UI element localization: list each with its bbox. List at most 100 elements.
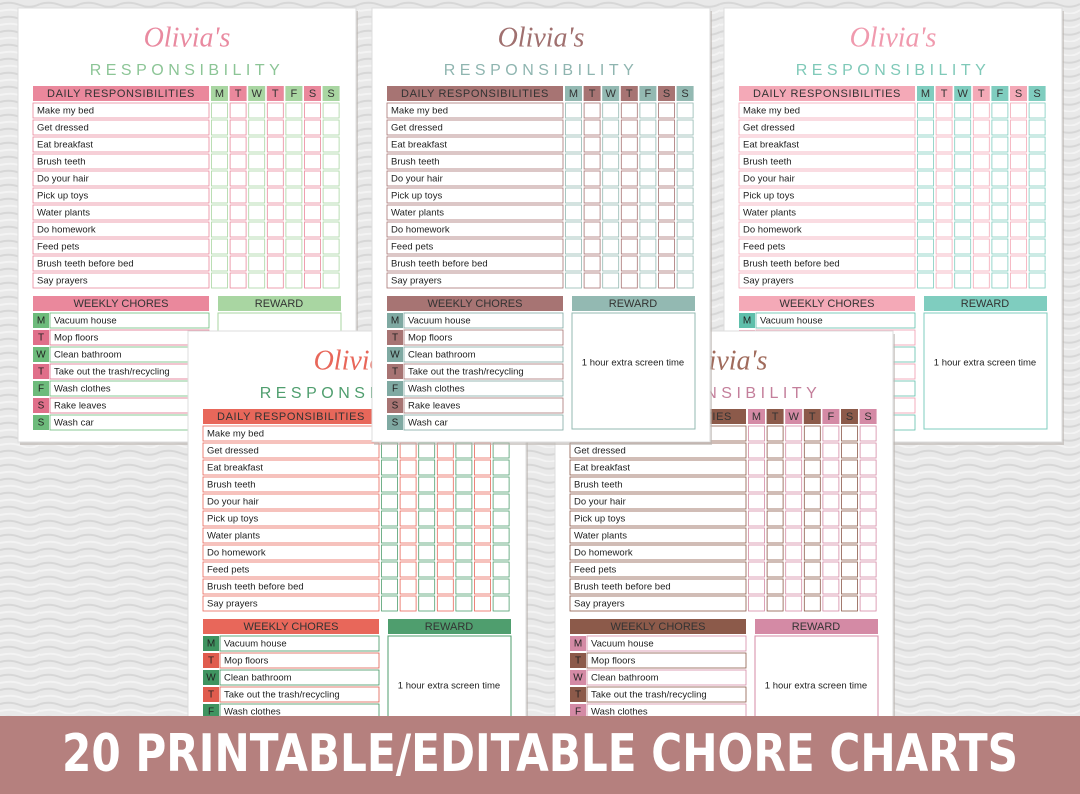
reward-header-bg	[218, 296, 341, 311]
check-box	[785, 595, 803, 612]
check-box	[474, 595, 491, 612]
check-box	[266, 238, 284, 255]
check-box	[399, 544, 417, 561]
check-box	[748, 476, 765, 493]
day-header-bg	[935, 86, 953, 101]
chore-day-bg	[570, 704, 586, 719]
check-box	[399, 510, 417, 527]
check-box	[436, 578, 454, 595]
check-box	[991, 272, 1009, 289]
check-box	[304, 204, 321, 221]
check-box	[492, 442, 510, 459]
check-box	[841, 493, 858, 510]
check-box	[248, 255, 266, 272]
check-box	[639, 102, 657, 119]
check-box	[229, 119, 247, 136]
check-box	[766, 425, 784, 442]
check-box	[418, 459, 436, 476]
check-box	[492, 493, 510, 510]
task: Water plants	[574, 531, 627, 542]
check-box	[1010, 204, 1027, 221]
chore-cell	[755, 312, 916, 329]
task: Get dressed	[574, 446, 626, 457]
chore: Take out the trash/recycling	[224, 690, 340, 701]
check-box	[248, 102, 266, 119]
check-box	[455, 442, 473, 459]
task: Brush teeth before bed	[574, 582, 671, 593]
check-box	[285, 272, 303, 289]
chore-sheet: Olivia's RESPONSIBILITY DAILY RESPONSIBILI…	[17, 7, 358, 445]
chore: Vacuum house	[224, 639, 287, 650]
task-cell	[569, 527, 747, 544]
check-box	[492, 561, 510, 578]
check-box	[822, 595, 840, 612]
check-box	[285, 170, 303, 187]
check-box	[954, 238, 972, 255]
chore-day-bg	[387, 313, 403, 328]
weekly-header: WEEKLY CHORES	[74, 298, 169, 310]
check-box	[972, 221, 990, 238]
check-box	[565, 136, 582, 153]
check-box	[620, 170, 638, 187]
check-box	[785, 493, 803, 510]
check-box	[602, 170, 620, 187]
check-box	[492, 476, 510, 493]
check-box	[676, 272, 694, 289]
check-box	[991, 153, 1009, 170]
task: Feed pets	[391, 242, 433, 253]
check-box	[1028, 102, 1046, 119]
chore-cell	[403, 397, 564, 414]
chore-cell	[219, 686, 380, 703]
chore: Take out the trash/recycling	[591, 690, 707, 701]
check-box	[822, 578, 840, 595]
check-box	[399, 561, 417, 578]
check-box	[229, 238, 247, 255]
check-box	[602, 119, 620, 136]
check-box	[917, 255, 934, 272]
check-box	[381, 476, 398, 493]
check-box	[972, 238, 990, 255]
check-box	[248, 153, 266, 170]
check-box	[1010, 119, 1027, 136]
day-header-bg	[822, 409, 840, 424]
check-box	[991, 238, 1009, 255]
reward: 1 hour extra screen time	[398, 681, 500, 692]
day-header: T	[589, 88, 596, 100]
check-box	[1028, 255, 1046, 272]
check-box	[229, 272, 247, 289]
task: Eat breakfast	[574, 463, 630, 474]
day-header: M	[215, 88, 224, 100]
chore-day-bg	[387, 330, 403, 345]
check-box	[304, 102, 321, 119]
check-box	[436, 493, 454, 510]
check-box	[248, 221, 266, 238]
check-box	[658, 136, 675, 153]
chore-day: S	[392, 401, 399, 412]
check-box	[676, 238, 694, 255]
check-box	[822, 493, 840, 510]
day-header-bg	[229, 86, 247, 101]
check-box	[917, 136, 934, 153]
check-box	[658, 102, 675, 119]
chore-cell	[49, 312, 210, 329]
check-box	[211, 255, 228, 272]
chore-day-bg	[33, 381, 49, 396]
reward: 1 hour extra screen time	[582, 358, 684, 369]
check-box	[266, 187, 284, 204]
check-box	[399, 476, 417, 493]
weekly-header-bg	[33, 296, 209, 311]
task: Brush teeth	[37, 157, 86, 168]
check-box	[620, 221, 638, 238]
chore-cell	[586, 669, 747, 686]
task-cell	[386, 238, 564, 255]
check-box	[859, 578, 877, 595]
check-box	[304, 238, 321, 255]
check-box	[322, 238, 340, 255]
chore: Take out the trash/recycling	[54, 367, 170, 378]
check-box	[748, 561, 765, 578]
check-box	[803, 442, 821, 459]
check-box	[229, 102, 247, 119]
check-box	[935, 153, 953, 170]
reward-header: REWARD	[961, 298, 1010, 310]
